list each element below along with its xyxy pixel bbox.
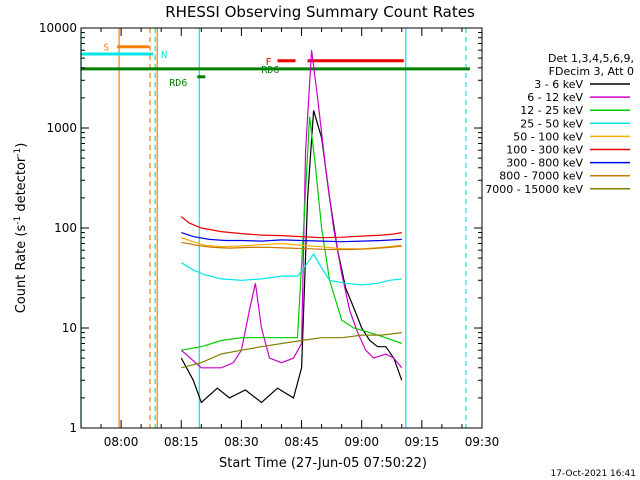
legend-header-0: Det 1,3,4,5,6,9, [548, 52, 634, 65]
series-line-1 [180, 50, 403, 369]
x-axis-label: Start Time (27-Jun-05 07:50:22) [219, 456, 427, 471]
legend-label-2: 12 - 25 keV [520, 104, 583, 117]
y-axis-label: Count Rate (s-1 detector-1) [13, 143, 29, 314]
series-line-0 [180, 110, 403, 404]
legend-label-0: 3 - 6 keV [534, 78, 583, 91]
x-tick-label-2: 08:30 [224, 435, 259, 449]
timestamp: 17-Oct-2021 16:41 [551, 469, 636, 479]
legend-header-1: FDecim 3, Att 0 [549, 65, 634, 78]
series-line-7 [181, 241, 402, 251]
y-tick-label-3: 1000 [46, 121, 77, 135]
series-line-8 [181, 332, 402, 369]
x-tick-label-4: 09:00 [344, 435, 379, 449]
chart-title: RHESSI Observing Summary Count Rates [165, 3, 475, 21]
flag-label-4: RD6 [169, 78, 187, 89]
series-line-2 [181, 116, 403, 351]
flag-label-3: RD6 [261, 65, 279, 76]
x-tick-label-6: 09:30 [465, 435, 500, 449]
y-tick-label-0: 1 [69, 421, 77, 435]
legend-label-4: 50 - 100 keV [513, 130, 583, 143]
legend-label-1: 6 - 12 keV [527, 91, 583, 104]
x-tick-label-3: 08:45 [284, 435, 319, 449]
y-tick-label-4: 10000 [39, 21, 77, 35]
plot-frame [80, 27, 483, 429]
legend-label-5: 100 - 300 keV [506, 144, 583, 157]
series-line-5 [180, 216, 402, 239]
x-tick-label-5: 09:15 [405, 435, 440, 449]
x-tick-label-1: 08:15 [164, 435, 199, 449]
series-line-6 [181, 232, 402, 243]
y-tick-label-1: 10 [62, 321, 77, 335]
flag-label-2: F [265, 57, 271, 68]
flag-label-0: S [103, 43, 109, 54]
x-tick-label-0: 08:00 [104, 435, 139, 449]
legend-label-7: 800 - 7000 keV [499, 170, 583, 183]
legend-label-8: 7000 - 15000 keV [485, 183, 583, 196]
y-tick-label-2: 100 [54, 221, 77, 235]
legend-label-3: 25 - 50 keV [520, 117, 583, 130]
flag-label-1: N [161, 50, 167, 61]
series-line-3 [180, 252, 402, 286]
legend-label-6: 300 - 800 keV [506, 157, 583, 170]
